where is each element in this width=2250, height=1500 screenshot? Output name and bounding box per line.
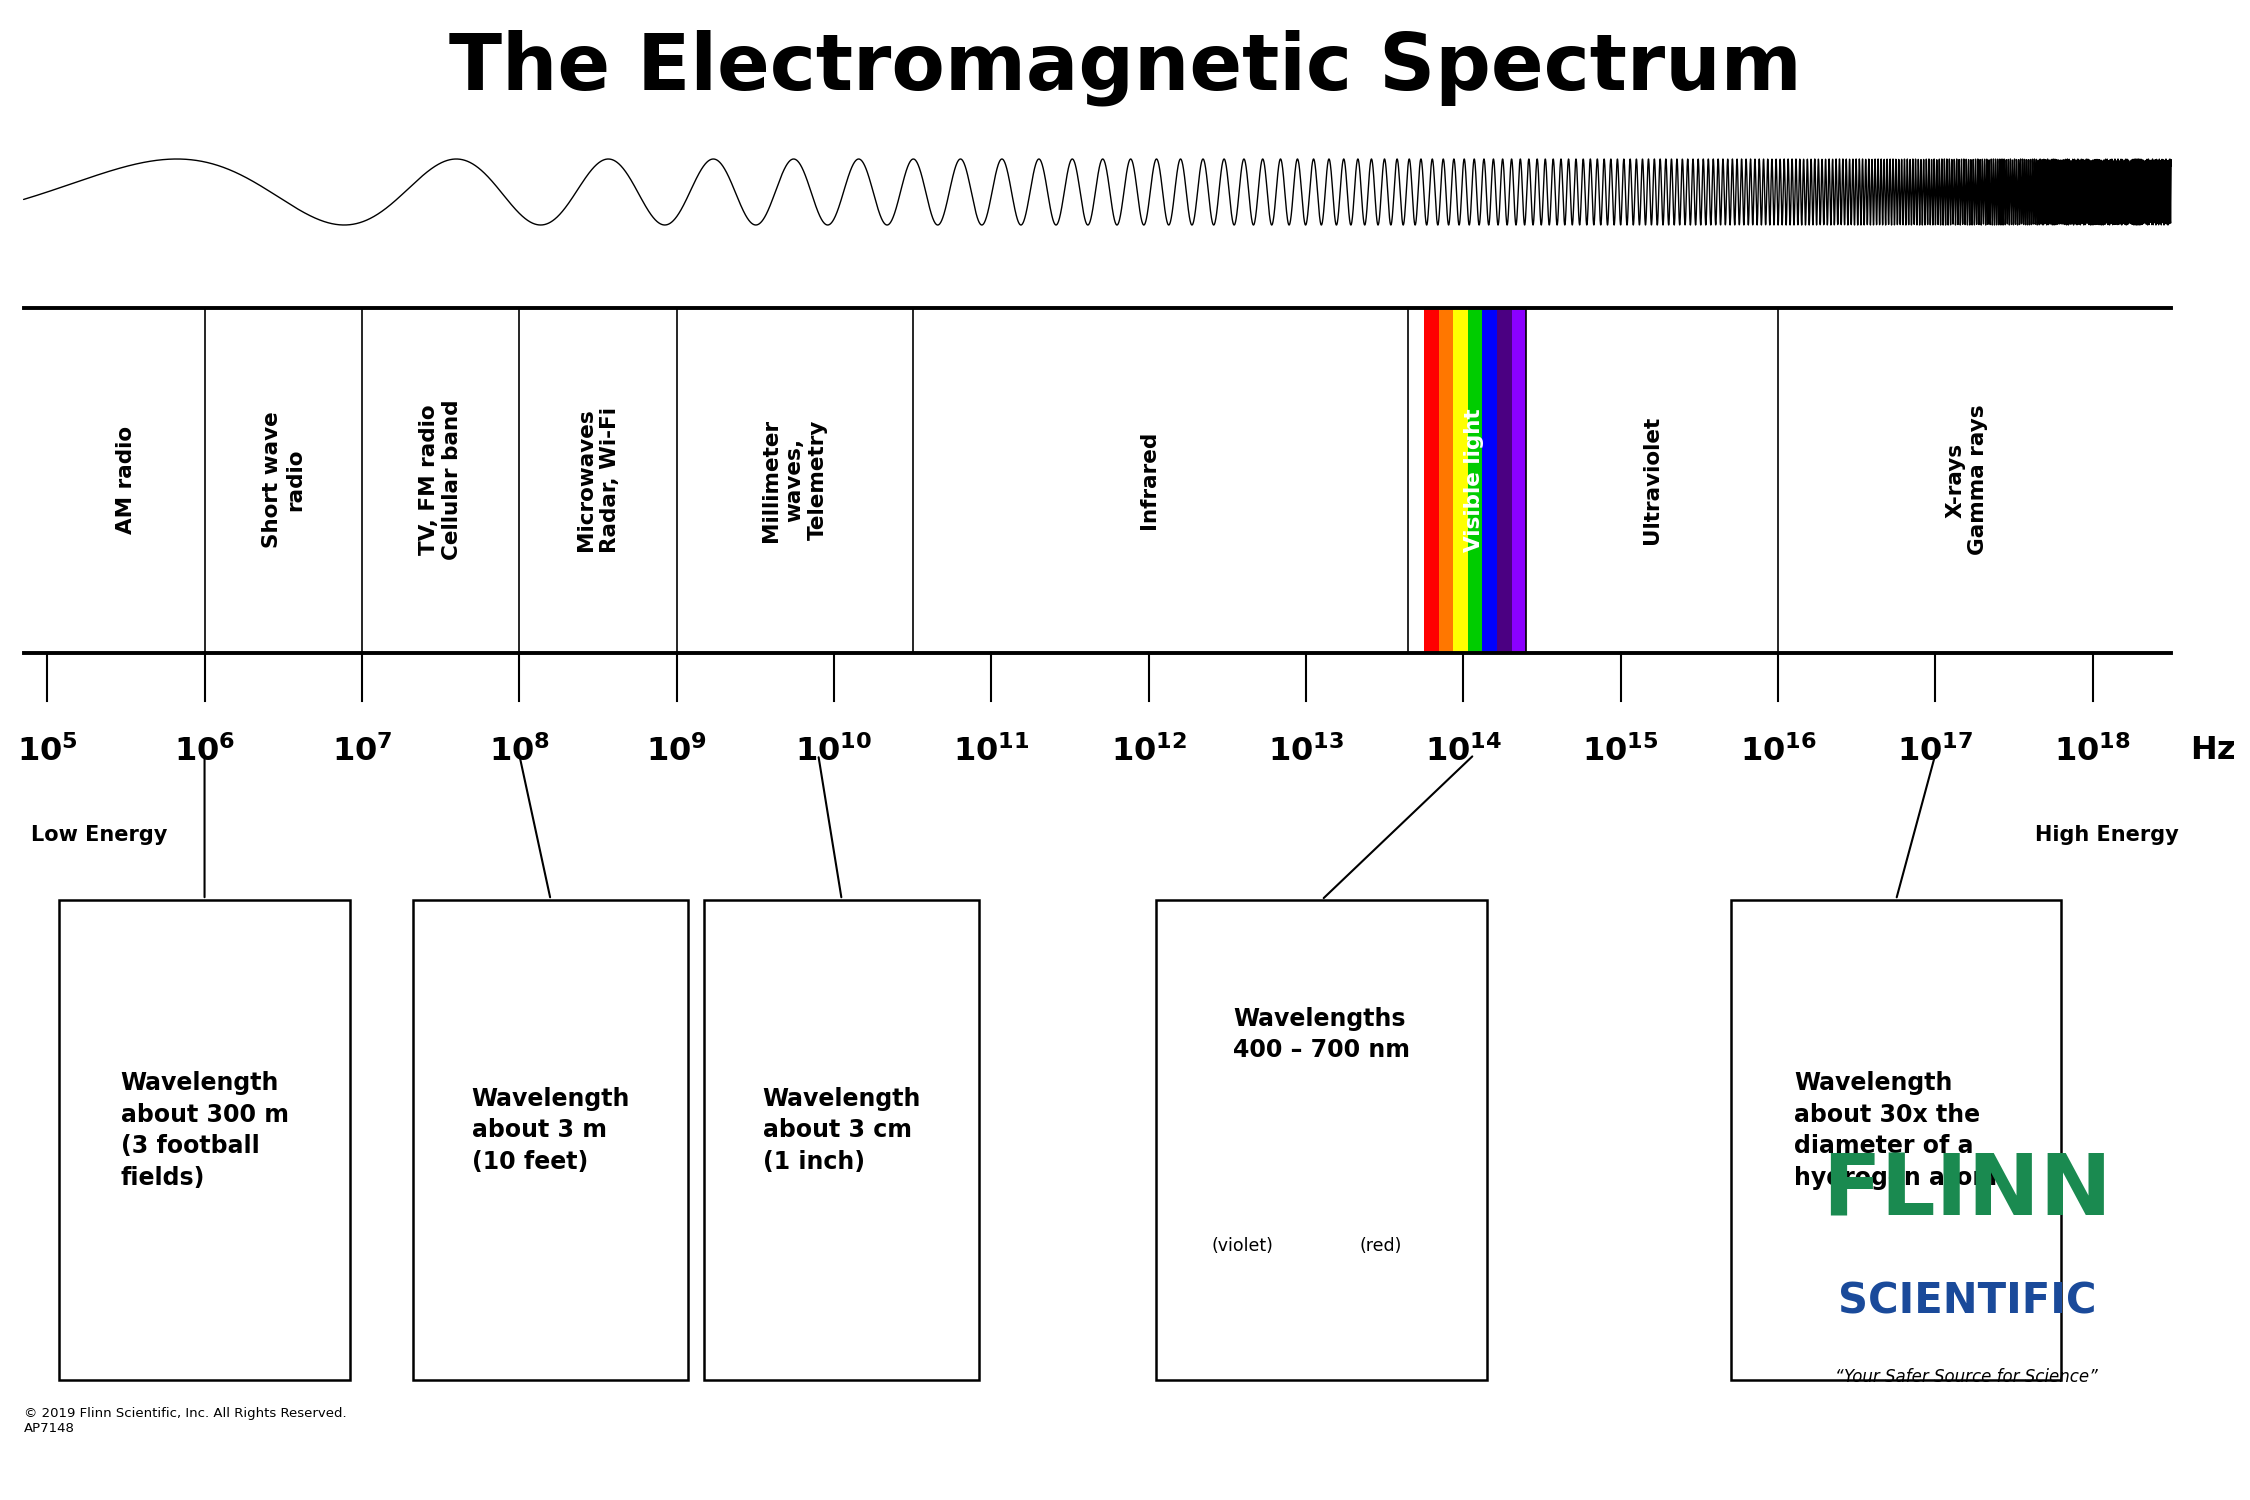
Text: $\mathbf{10^{18}}$: $\mathbf{10^{18}}$ (2054, 735, 2131, 768)
Text: © 2019 Flinn Scientific, Inc. All Rights Reserved.
AP7148: © 2019 Flinn Scientific, Inc. All Rights… (22, 1407, 346, 1436)
Text: $\mathbf{10^{8}}$: $\mathbf{10^{8}}$ (488, 735, 549, 768)
Text: Low Energy: Low Energy (32, 825, 169, 844)
Text: Short wave
radio: Short wave radio (261, 411, 304, 549)
Text: $\mathbf{10^{15}}$: $\mathbf{10^{15}}$ (1582, 735, 1658, 768)
Text: The Electromagnetic Spectrum: The Electromagnetic Spectrum (448, 30, 1802, 105)
Text: SCIENTIFIC: SCIENTIFIC (1838, 1281, 2097, 1323)
Text: $\mathbf{10^{5}}$: $\mathbf{10^{5}}$ (16, 735, 79, 768)
Text: $\mathbf{10^{16}}$: $\mathbf{10^{16}}$ (1739, 735, 1816, 768)
Text: Microwaves
Radar, Wi-Fi: Microwaves Radar, Wi-Fi (576, 406, 619, 554)
Text: Visible light: Visible light (1465, 408, 1485, 552)
Bar (1454, 308, 1467, 652)
Text: High Energy: High Energy (2036, 825, 2180, 844)
Text: $\mathbf{10^{13}}$: $\mathbf{10^{13}}$ (1267, 735, 1343, 768)
Text: FLINN: FLINN (1823, 1150, 2113, 1234)
Bar (1438, 308, 1454, 652)
Text: (violet): (violet) (1210, 1236, 1273, 1254)
Text: Wavelength
about 300 m
(3 football
fields): Wavelength about 300 m (3 football field… (122, 1071, 288, 1190)
Text: TV, FM radio
Cellular band: TV, FM radio Cellular band (418, 400, 461, 560)
Bar (1496, 308, 1512, 652)
Text: Wavelength
about 3 m
(10 feet): Wavelength about 3 m (10 feet) (472, 1088, 630, 1174)
Bar (1483, 308, 1496, 652)
FancyBboxPatch shape (58, 900, 351, 1380)
Text: $\mathbf{10^{14}}$: $\mathbf{10^{14}}$ (1424, 735, 1501, 768)
FancyBboxPatch shape (704, 900, 979, 1380)
FancyBboxPatch shape (1156, 900, 1487, 1380)
Text: $\mathbf{10^{6}}$: $\mathbf{10^{6}}$ (173, 735, 236, 768)
Text: Ultraviolet: Ultraviolet (1642, 416, 1663, 544)
Text: X-rays
Gamma rays: X-rays Gamma rays (1946, 405, 1989, 555)
Bar (1512, 308, 1526, 652)
FancyBboxPatch shape (414, 900, 688, 1380)
Text: Wavelength
about 3 cm
(1 inch): Wavelength about 3 cm (1 inch) (763, 1088, 920, 1174)
Text: AM radio: AM radio (115, 426, 135, 534)
Text: Wavelength
about 30x the
diameter of a
hydrogen atom: Wavelength about 30x the diameter of a h… (1796, 1071, 1998, 1190)
Text: $\mathbf{10^{10}}$: $\mathbf{10^{10}}$ (796, 735, 873, 768)
Text: $\mathbf{10^{9}}$: $\mathbf{10^{9}}$ (646, 735, 706, 768)
Text: $\mathbf{10^{7}}$: $\mathbf{10^{7}}$ (331, 735, 392, 768)
Bar (1424, 308, 1438, 652)
Text: Infrared: Infrared (1138, 430, 1159, 530)
Text: “Your Safer Source for Science”: “Your Safer Source for Science” (1836, 1368, 2099, 1386)
Text: Wavelengths
400 – 700 nm: Wavelengths 400 – 700 nm (1233, 1007, 1411, 1062)
Bar (1467, 308, 1483, 652)
Text: (red): (red) (1359, 1236, 1402, 1254)
Text: $\mathbf{Hz}$: $\mathbf{Hz}$ (2189, 735, 2236, 766)
Text: $\mathbf{10^{17}}$: $\mathbf{10^{17}}$ (1897, 735, 1973, 768)
Text: $\mathbf{10^{12}}$: $\mathbf{10^{12}}$ (1112, 735, 1186, 768)
FancyBboxPatch shape (1730, 900, 2061, 1380)
Text: $\mathbf{10^{11}}$: $\mathbf{10^{11}}$ (954, 735, 1030, 768)
Text: Millimeter
waves,
Telemetry: Millimeter waves, Telemetry (760, 419, 828, 542)
